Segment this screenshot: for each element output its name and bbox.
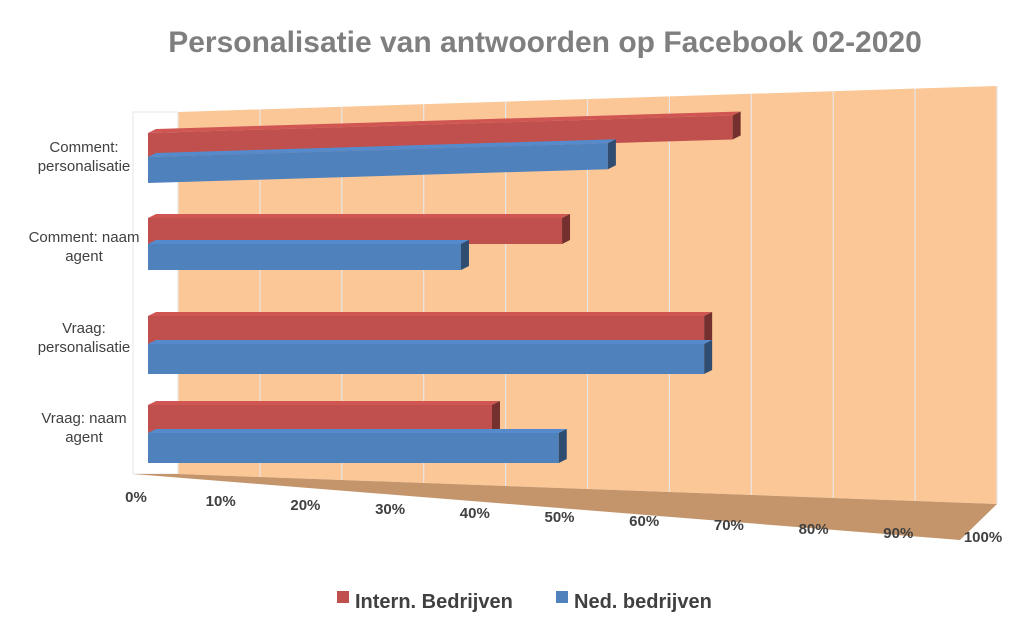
x-tick-label: 60% bbox=[629, 513, 659, 530]
x-tick-label: 10% bbox=[206, 493, 236, 510]
category-labels: Comment: personalisatie Comment: naam agent… bbox=[29, 139, 140, 446]
bar-front-face bbox=[148, 143, 608, 183]
x-tick-label: 40% bbox=[460, 505, 490, 522]
bar-top-face bbox=[148, 340, 713, 344]
bar-top-face bbox=[148, 312, 713, 316]
legend-label-intern: Intern. Bedrijven bbox=[355, 591, 513, 613]
legend: Intern. Bedrijven Ned. bedrijven bbox=[337, 591, 712, 613]
bar-front-face bbox=[148, 433, 559, 463]
bar-front-face bbox=[148, 316, 705, 344]
x-tick-label: 70% bbox=[714, 517, 744, 534]
bar-end-face bbox=[460, 240, 469, 270]
bar-front-face bbox=[148, 115, 733, 157]
category-label-line: personalisatie bbox=[38, 339, 131, 356]
bar-top-face bbox=[148, 401, 500, 405]
x-tick-label: 30% bbox=[375, 501, 405, 518]
bar-ned-2 bbox=[148, 340, 713, 374]
category-label: Vraag: personalisatie bbox=[38, 320, 131, 356]
bar-top-face bbox=[148, 429, 567, 433]
bars bbox=[148, 111, 741, 463]
bar-top-face bbox=[148, 139, 616, 157]
legend-swatch-ned bbox=[556, 591, 568, 603]
category-label-line: Vraag: naam bbox=[41, 410, 126, 427]
x-tick-label: 90% bbox=[883, 525, 913, 542]
bar-intern-1 bbox=[148, 214, 571, 244]
x-tick-label: 50% bbox=[544, 509, 574, 526]
bar-intern-0 bbox=[148, 111, 741, 157]
legend-swatch-intern bbox=[337, 591, 349, 603]
category-label-line: Comment: naam bbox=[29, 229, 140, 246]
bar-ned-0 bbox=[148, 139, 616, 183]
x-tick-label: 0% bbox=[125, 489, 147, 506]
x-tick-label: 20% bbox=[290, 497, 320, 514]
category-label-line: Vraag: bbox=[62, 320, 106, 337]
bar-intern-2 bbox=[148, 312, 713, 344]
bar-end-face bbox=[732, 111, 741, 140]
bar-end-face bbox=[607, 139, 616, 170]
category-label: Comment: naam agent bbox=[29, 229, 140, 265]
bar-end-face bbox=[704, 340, 713, 374]
category-label-line: agent bbox=[65, 248, 103, 265]
bar-front-face bbox=[148, 405, 492, 433]
category-label-line: personalisatie bbox=[38, 158, 131, 175]
bar-top-face bbox=[148, 111, 741, 133]
category-label-line: agent bbox=[65, 429, 103, 446]
x-tick-label: 80% bbox=[799, 521, 829, 538]
bar-top-face bbox=[148, 240, 469, 244]
bar-end-face bbox=[562, 214, 571, 244]
category-label-line: Comment: bbox=[49, 139, 118, 156]
bar-end-face bbox=[704, 312, 713, 344]
category-label: Comment: personalisatie bbox=[38, 139, 131, 175]
x-tick-label: 100% bbox=[964, 529, 1002, 546]
bar-front-face bbox=[148, 344, 705, 374]
bar-front-face bbox=[148, 244, 461, 270]
category-label: Vraag: naam agent bbox=[41, 410, 126, 446]
chart-title: Personalisatie van antwoorden op Faceboo… bbox=[168, 26, 922, 59]
plot-area bbox=[132, 86, 998, 540]
bar-ned-3 bbox=[148, 429, 567, 463]
bar-front-face bbox=[148, 218, 563, 244]
bar-ned-1 bbox=[148, 240, 469, 270]
bar-end-face bbox=[491, 401, 500, 433]
bar-end-face bbox=[558, 429, 567, 463]
x-axis-tick-labels: 0% 10% 20% 30% 40% 50% 60% 70% 80% 90% 100% bbox=[125, 489, 1002, 546]
bar-top-face bbox=[148, 214, 571, 218]
bar-intern-3 bbox=[148, 401, 500, 433]
legend-label-ned: Ned. bedrijven bbox=[574, 591, 712, 613]
floor bbox=[133, 474, 997, 540]
